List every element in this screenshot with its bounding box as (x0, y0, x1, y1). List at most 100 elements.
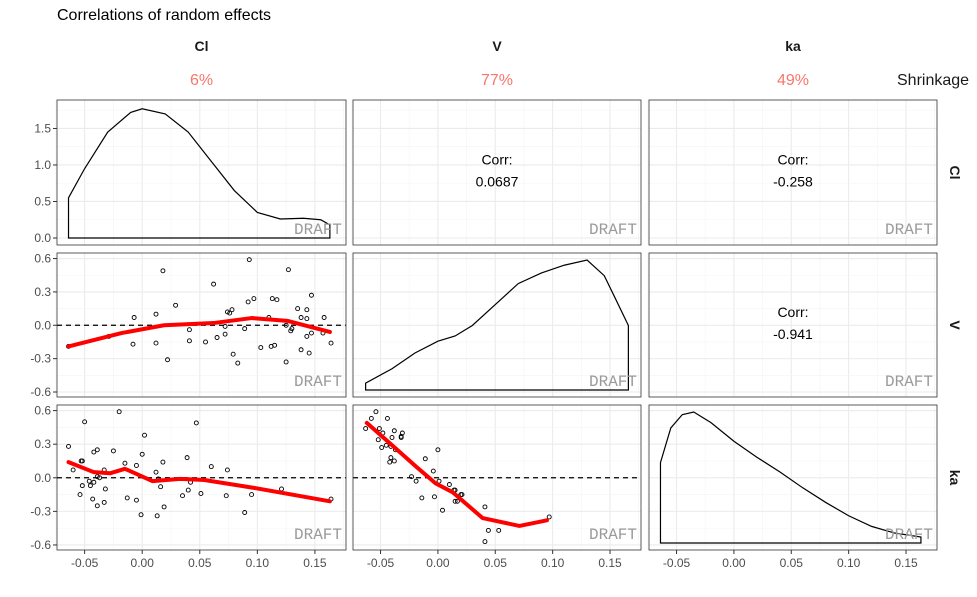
data-point (160, 459, 166, 465)
x-tick-label: 0.15 (894, 556, 918, 570)
data-point (101, 499, 107, 505)
data-point (485, 527, 491, 533)
y-tick-label: 0.6 (34, 404, 51, 418)
y-tick-label: 0.5 (34, 194, 51, 208)
data-point (413, 478, 419, 484)
panel-background (353, 100, 641, 245)
x-tick-label: 0.10 (837, 556, 861, 570)
data-point (102, 486, 108, 492)
panel-border (352, 99, 642, 246)
y-tick-label: -0.6 (30, 538, 51, 552)
x-tick-label: 0.10 (246, 556, 270, 570)
data-point (222, 331, 228, 337)
data-point (482, 539, 488, 545)
data-point (116, 409, 122, 415)
data-point (422, 456, 428, 462)
draft-watermark: DRAFT (294, 373, 342, 391)
data-point (224, 309, 230, 315)
data-point (285, 267, 291, 273)
data-point (391, 458, 397, 464)
data-point (229, 307, 235, 313)
data-point (122, 460, 128, 466)
panel-scatter-Cl-ka: DRAFT (55, 404, 347, 551)
data-point (203, 339, 208, 345)
data-point (321, 315, 327, 320)
data-point (235, 360, 241, 366)
data-point (298, 315, 304, 320)
data-point (306, 350, 312, 356)
corr-label: Corr: (777, 304, 808, 320)
data-point (383, 442, 389, 448)
shrinkage-label: Shrinkage (897, 72, 969, 89)
data-point (198, 491, 204, 496)
data-point (130, 341, 136, 347)
data-point (87, 483, 93, 489)
shrinkage-Cl: 6% (190, 72, 213, 89)
x-tick-label: 0.05 (484, 556, 508, 570)
data-point (242, 510, 248, 515)
data-point (269, 296, 275, 302)
panel-density-ka: DRAFT (647, 404, 938, 551)
data-point (546, 514, 552, 520)
data-point (86, 478, 92, 484)
panel-border (352, 252, 642, 398)
corr-label: Corr: (777, 152, 808, 168)
data-point (153, 340, 159, 346)
data-point (454, 498, 460, 504)
data-point (97, 475, 103, 481)
data-point (161, 504, 167, 510)
corr-value: 0.0687 (476, 174, 519, 190)
x-axes: -0.05 0.00 0.05 0.10 0.15 -0.05 0.00 0.05 0.10 0.… (71, 550, 918, 570)
data-point (214, 335, 220, 340)
shrinkage-V: 77% (481, 72, 513, 89)
data-point (388, 455, 394, 461)
data-point (227, 310, 233, 316)
data-point (211, 281, 217, 287)
data-point (245, 299, 251, 305)
data-point (384, 415, 390, 421)
panel-border (56, 99, 347, 246)
data-point (91, 449, 97, 455)
x-tick-label: 0.05 (188, 556, 212, 570)
x-tick-label: -0.05 (663, 556, 691, 570)
data-point (430, 468, 436, 474)
smooth-curve (66, 316, 332, 349)
shrinkage-ka: 49% (777, 72, 809, 89)
data-point (432, 494, 437, 500)
y-tick-label: -0.6 (30, 385, 51, 399)
y-tick-label: 1.0 (34, 158, 51, 172)
data-point (154, 513, 160, 519)
data-point (223, 493, 229, 499)
data-point (283, 322, 289, 328)
y-tick-label: 0.6 (34, 252, 51, 266)
panel-corr-V-ka: Corr: -0.941 DRAFT (647, 252, 938, 398)
data-point (446, 482, 452, 487)
data-point (289, 326, 295, 332)
data-point (482, 504, 488, 510)
data-point (419, 495, 425, 501)
data-point (173, 302, 179, 308)
data-point (138, 512, 144, 518)
draft-watermark: DRAFT (589, 373, 637, 391)
data-point (186, 338, 192, 344)
panel-corr-Cl-V: Corr: 0.0687 DRAFT (351, 99, 642, 246)
data-point (94, 503, 100, 509)
data-point (387, 459, 393, 465)
panel-density-Cl: DRAFT (55, 99, 347, 246)
data-point (230, 351, 236, 357)
data-point (298, 347, 304, 353)
data-point (94, 474, 100, 480)
y-tick-label: 0.3 (34, 437, 51, 451)
data-point (91, 479, 97, 485)
x-tick-label: -0.05 (367, 556, 395, 570)
panel-border (352, 404, 642, 551)
data-point (391, 428, 397, 434)
smooth-curve (364, 420, 549, 528)
draft-watermark: DRAFT (885, 526, 933, 544)
data-point (373, 409, 379, 415)
data-point (184, 455, 190, 461)
data-point (376, 426, 382, 431)
x-tick-label: 0.10 (541, 556, 565, 570)
data-point (158, 484, 164, 490)
